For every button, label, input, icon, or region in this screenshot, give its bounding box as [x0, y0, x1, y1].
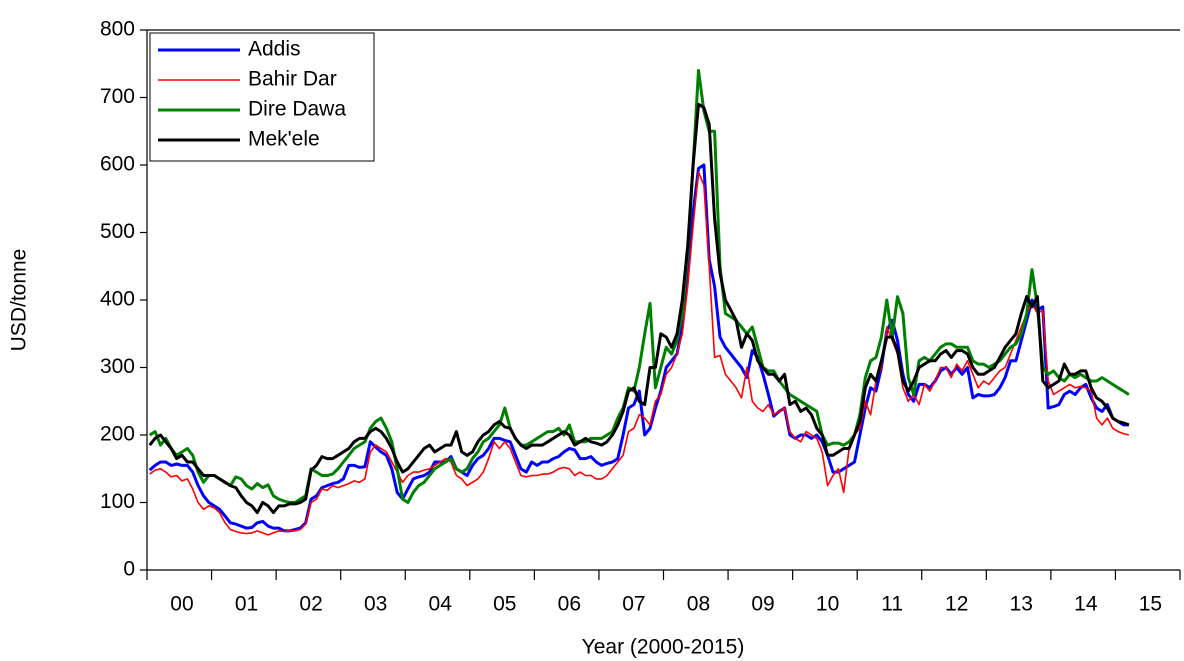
y-tick-label: 100	[100, 490, 135, 513]
x-tick-label: 08	[687, 593, 710, 616]
y-axis-title: USD/tonne	[8, 249, 31, 352]
legend-label: Addis	[248, 38, 301, 61]
y-tick-label: 200	[100, 423, 135, 446]
x-tick-label: 05	[493, 593, 516, 616]
series-line	[149, 171, 1130, 536]
series-line	[148, 163, 1129, 533]
y-tick-label: 500	[100, 220, 135, 243]
x-tick-label: 11	[881, 593, 903, 616]
x-tick-label: 00	[170, 593, 193, 616]
legend-label: Dire Dawa	[248, 98, 346, 121]
x-tick-label: 04	[429, 593, 453, 616]
y-tick-label: 600	[100, 153, 135, 176]
y-tick-label: 700	[100, 85, 135, 108]
legend-label: Bahir Dar	[248, 68, 337, 91]
x-tick-label: 15	[1139, 593, 1162, 616]
x-tick-label: 02	[299, 593, 322, 616]
x-tick-label: 14	[1074, 593, 1098, 616]
y-tick-label: 800	[100, 18, 135, 41]
x-tick-label: 10	[816, 593, 839, 616]
legend: Addis Bahir Dar Dire Dawa Mek'ele	[149, 32, 375, 162]
x-axis-title: Year (2000-2015)	[582, 636, 745, 659]
x-tick-label: 07	[622, 593, 645, 616]
y-tick-label: 0	[123, 558, 135, 581]
x-tick-label: 06	[558, 593, 581, 616]
x-tick-label: 13	[1010, 593, 1033, 616]
x-tick-label: 09	[751, 593, 774, 616]
y-tick-label: 300	[100, 355, 135, 378]
series-line	[148, 102, 1130, 515]
x-tick-label: 03	[364, 593, 387, 616]
x-tick-label: 01	[235, 593, 258, 616]
legend-label: Mek'ele	[248, 128, 320, 151]
x-tick-label: 12	[945, 593, 968, 616]
y-tick-label: 400	[100, 288, 135, 311]
